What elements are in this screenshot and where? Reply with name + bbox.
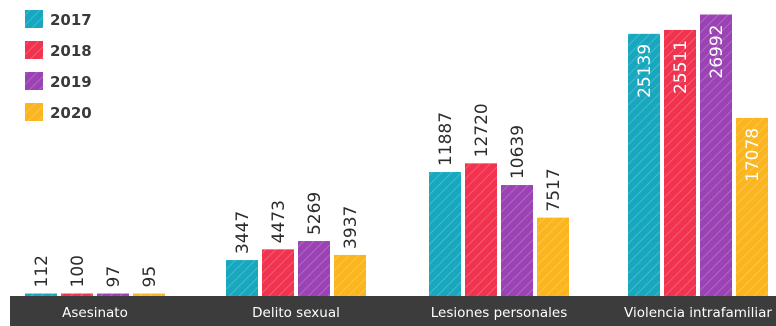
value-label-lesiones-personales-2017: 11887 <box>436 112 456 166</box>
value-label-asesinato-2019: 97 <box>104 266 124 288</box>
value-label-violencia-intrafamiliar-2017: 25139 <box>635 44 655 98</box>
category-axis-band <box>10 296 776 326</box>
bar-asesinato-2017 <box>25 293 57 296</box>
value-label-violencia-intrafamiliar-2019: 26992 <box>707 25 727 79</box>
legend-label-2019: 2019 <box>50 73 92 91</box>
legend-label-2018: 2018 <box>50 42 92 60</box>
bar-delito-sexual-2018 <box>262 249 294 296</box>
value-label-lesiones-personales-2018: 12720 <box>472 103 492 157</box>
value-label-asesinato-2020: 95 <box>140 266 160 288</box>
bar-lesiones-personales-2017 <box>429 172 461 296</box>
bar-violencia-intrafamiliar-2020 <box>736 117 768 297</box>
bar-lesiones-personales-2020 <box>537 217 569 296</box>
legend: 2017 2018 2019 2020 <box>25 10 92 122</box>
legend-swatch-2019 <box>25 72 43 90</box>
legend-swatch-2020 <box>25 103 43 121</box>
bar-delito-sexual-2020 <box>334 254 366 296</box>
legend-swatch-2018 <box>25 41 43 59</box>
value-label-lesiones-personales-2020: 7517 <box>544 168 564 211</box>
value-label-lesiones-personales-2019: 10639 <box>508 125 528 179</box>
category-label-violencia-intrafamiliar: Violencia intrafamiliar <box>624 305 772 321</box>
bars <box>25 14 768 297</box>
bar-delito-sexual-2019 <box>298 241 330 296</box>
bar-lesiones-personales-2019 <box>501 185 533 296</box>
legend-swatch-2017 <box>25 10 43 28</box>
bar-violencia-intrafamiliar-2018 <box>664 29 696 296</box>
legend-label-2017: 2017 <box>50 11 92 29</box>
category-label-asesinato: Asesinato <box>62 305 128 321</box>
value-label-delito-sexual-2017: 3447 <box>233 211 253 254</box>
category-axis-band <box>10 296 776 326</box>
category-labels: Asesinato Delito sexual Lesiones personale… <box>62 305 772 321</box>
value-label-delito-sexual-2018: 4473 <box>269 200 289 243</box>
bar-delito-sexual-2017 <box>226 260 258 296</box>
bar-asesinato-2018 <box>61 293 93 296</box>
value-label-asesinato-2018: 100 <box>68 255 88 287</box>
value-label-delito-sexual-2019: 5269 <box>305 192 325 235</box>
bar-asesinato-2020 <box>133 293 165 296</box>
bar-asesinato-2019 <box>97 293 129 296</box>
bar-violencia-intrafamiliar-2017 <box>628 33 660 296</box>
category-label-lesiones-personales: Lesiones personales <box>431 305 567 321</box>
value-label-delito-sexual-2020: 3937 <box>341 206 361 249</box>
value-label-asesinato-2017: 112 <box>32 255 52 287</box>
legend-label-2020: 2020 <box>50 104 92 122</box>
category-label-delito-sexual: Delito sexual <box>252 305 340 321</box>
value-label-violencia-intrafamiliar-2020: 17078 <box>743 128 763 182</box>
bar-lesiones-personales-2018 <box>465 163 497 296</box>
value-label-violencia-intrafamiliar-2018: 25511 <box>671 40 691 94</box>
value-labels: 112 100 97 95 3447 4473 5269 3937 11887 12720 1063… <box>32 25 763 288</box>
bar-violencia-intrafamiliar-2019 <box>700 14 732 297</box>
